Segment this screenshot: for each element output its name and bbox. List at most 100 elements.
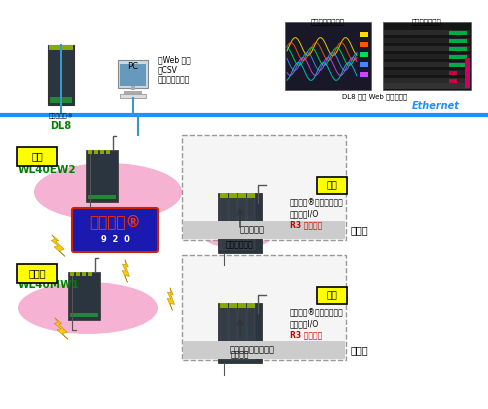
- FancyBboxPatch shape: [229, 196, 237, 250]
- Text: DL8: DL8: [50, 121, 72, 131]
- FancyBboxPatch shape: [100, 150, 104, 154]
- Text: くにまる®: くにまる®: [89, 214, 141, 229]
- Text: 製造ライン: 製造ライン: [240, 225, 264, 234]
- Ellipse shape: [34, 163, 182, 221]
- Text: WL40EW2: WL40EW2: [18, 165, 77, 175]
- FancyBboxPatch shape: [285, 22, 371, 90]
- FancyBboxPatch shape: [247, 306, 255, 360]
- Text: Ethernet: Ethernet: [412, 101, 460, 111]
- Text: ・Web 監視: ・Web 監視: [158, 55, 191, 64]
- FancyBboxPatch shape: [88, 150, 92, 154]
- FancyBboxPatch shape: [384, 30, 470, 35]
- FancyBboxPatch shape: [360, 72, 368, 77]
- FancyBboxPatch shape: [106, 150, 110, 154]
- FancyBboxPatch shape: [384, 79, 470, 89]
- FancyBboxPatch shape: [449, 47, 467, 50]
- Polygon shape: [51, 235, 65, 256]
- Text: 異常信号: 異常信号: [231, 350, 249, 359]
- FancyBboxPatch shape: [183, 221, 345, 239]
- FancyBboxPatch shape: [50, 97, 72, 103]
- FancyBboxPatch shape: [17, 264, 57, 283]
- FancyBboxPatch shape: [238, 196, 246, 250]
- Text: R3 シリーズ: R3 シリーズ: [290, 330, 322, 339]
- FancyBboxPatch shape: [76, 272, 80, 276]
- Text: データ表示画面: データ表示画面: [412, 18, 442, 25]
- FancyBboxPatch shape: [317, 177, 347, 194]
- Text: 電力量パルス: 電力量パルス: [226, 240, 254, 249]
- FancyBboxPatch shape: [384, 54, 470, 59]
- FancyBboxPatch shape: [48, 45, 74, 105]
- Text: WL40MW1: WL40MW1: [18, 280, 80, 290]
- Text: PC: PC: [127, 62, 139, 71]
- Text: R3 シリーズ: R3 シリーズ: [290, 220, 322, 229]
- FancyBboxPatch shape: [94, 150, 98, 154]
- FancyBboxPatch shape: [449, 71, 457, 74]
- Text: 子機: 子機: [326, 291, 337, 300]
- FancyBboxPatch shape: [384, 38, 470, 43]
- FancyBboxPatch shape: [70, 272, 74, 276]
- Ellipse shape: [205, 338, 271, 358]
- FancyBboxPatch shape: [384, 78, 470, 83]
- FancyBboxPatch shape: [449, 39, 467, 43]
- FancyBboxPatch shape: [247, 196, 255, 250]
- FancyBboxPatch shape: [229, 306, 237, 360]
- FancyBboxPatch shape: [360, 52, 368, 57]
- Text: ・・・: ・・・: [351, 345, 368, 355]
- FancyBboxPatch shape: [238, 303, 246, 308]
- FancyBboxPatch shape: [88, 272, 92, 276]
- FancyBboxPatch shape: [247, 303, 255, 308]
- FancyBboxPatch shape: [220, 306, 228, 360]
- Text: リモートI/O: リモートI/O: [290, 209, 319, 218]
- Polygon shape: [122, 260, 129, 282]
- Ellipse shape: [18, 282, 158, 334]
- FancyBboxPatch shape: [131, 86, 135, 90]
- FancyBboxPatch shape: [220, 196, 228, 250]
- FancyBboxPatch shape: [70, 313, 98, 317]
- FancyBboxPatch shape: [17, 147, 57, 166]
- Polygon shape: [54, 318, 68, 339]
- FancyBboxPatch shape: [449, 31, 467, 34]
- FancyBboxPatch shape: [247, 193, 255, 198]
- FancyBboxPatch shape: [360, 62, 368, 67]
- FancyBboxPatch shape: [68, 272, 100, 320]
- FancyBboxPatch shape: [384, 70, 470, 75]
- FancyBboxPatch shape: [317, 287, 347, 304]
- Text: ・・・: ・・・: [351, 225, 368, 235]
- Text: くにまる®通信カード付: くにまる®通信カード付: [290, 308, 344, 317]
- Ellipse shape: [205, 228, 271, 248]
- FancyBboxPatch shape: [86, 150, 118, 202]
- FancyBboxPatch shape: [82, 272, 86, 276]
- FancyBboxPatch shape: [384, 62, 470, 67]
- FancyBboxPatch shape: [383, 22, 471, 90]
- Text: データマル®: データマル®: [48, 113, 74, 119]
- Text: 中継局: 中継局: [28, 268, 46, 279]
- FancyBboxPatch shape: [465, 58, 470, 88]
- FancyBboxPatch shape: [118, 60, 148, 88]
- FancyBboxPatch shape: [449, 55, 467, 58]
- FancyBboxPatch shape: [183, 341, 345, 359]
- FancyBboxPatch shape: [229, 193, 237, 198]
- FancyBboxPatch shape: [449, 79, 457, 83]
- FancyBboxPatch shape: [360, 42, 368, 47]
- FancyBboxPatch shape: [360, 32, 368, 37]
- FancyBboxPatch shape: [220, 193, 228, 198]
- Text: ユーティリティ設備: ユーティリティ設備: [229, 346, 274, 355]
- Polygon shape: [182, 255, 346, 360]
- Polygon shape: [182, 135, 346, 240]
- FancyBboxPatch shape: [220, 303, 228, 308]
- FancyBboxPatch shape: [218, 193, 262, 253]
- FancyBboxPatch shape: [120, 64, 146, 86]
- FancyBboxPatch shape: [218, 303, 262, 363]
- FancyBboxPatch shape: [384, 46, 470, 51]
- FancyBboxPatch shape: [124, 91, 142, 94]
- Text: DL8 簡易 Web サーバ画面: DL8 簡易 Web サーバ画面: [343, 93, 407, 100]
- FancyBboxPatch shape: [49, 45, 73, 50]
- FancyBboxPatch shape: [449, 63, 467, 67]
- FancyBboxPatch shape: [120, 94, 146, 98]
- Text: 親機: 親機: [31, 151, 43, 162]
- FancyBboxPatch shape: [238, 306, 246, 360]
- Text: くにまる®通信カード付: くにまる®通信カード付: [290, 198, 344, 207]
- FancyBboxPatch shape: [238, 193, 246, 198]
- Text: 9  2  0: 9 2 0: [101, 236, 129, 245]
- Text: リモートI/O: リモートI/O: [290, 319, 319, 328]
